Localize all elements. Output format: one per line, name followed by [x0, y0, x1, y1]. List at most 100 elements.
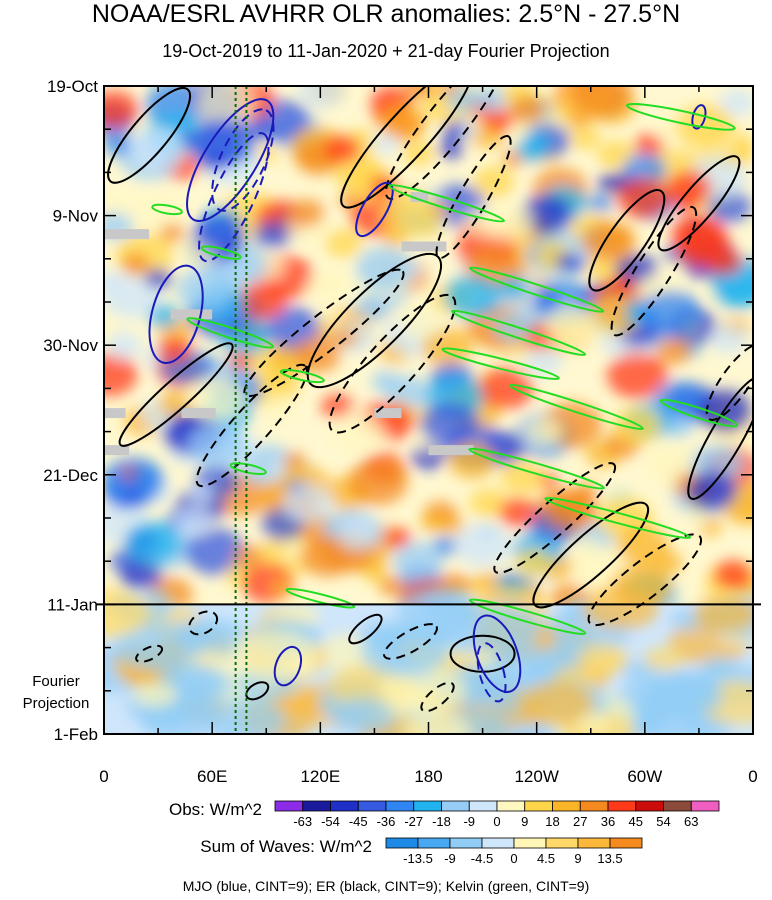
anomaly-cell [298, 86, 345, 109]
anomaly-cell [378, 575, 406, 597]
x-tick-label: 120E [300, 767, 340, 786]
colorbar-label: Sum of Waves: W/m^2 [200, 837, 372, 856]
y-axis: 19-Oct 9-Nov 30-Nov 21-Dec 11-Jan 1-Feb Fourie… [23, 77, 753, 744]
anomaly-cell [233, 544, 266, 570]
colorbar-tick: 4.5 [537, 851, 555, 866]
missing-data-bar [428, 445, 474, 456]
er-contour [610, 205, 698, 337]
anomaly-cell [514, 547, 553, 577]
colorbar-swatch [579, 800, 609, 812]
missing-data-bar [104, 445, 130, 456]
anomaly-cell [289, 199, 325, 227]
kelvin-contour [544, 496, 692, 540]
kelvin-contour [285, 587, 356, 609]
kelvin-contour [469, 266, 605, 313]
er-contour [705, 343, 753, 421]
anomaly-cell [666, 170, 712, 205]
anomaly-cell [500, 459, 545, 494]
colorbar-swatch [441, 800, 470, 812]
anomaly-cell [570, 86, 633, 117]
x-tick-label: 180 [414, 767, 442, 786]
anomaly-cell [237, 281, 288, 320]
colorbar-swatch [545, 837, 579, 849]
colorbar-tick: 36 [601, 814, 615, 829]
x-tick-label: 60E [197, 767, 227, 786]
anomaly-cell [673, 223, 731, 268]
er-contour [435, 135, 512, 260]
colorbar-swatch [524, 800, 553, 812]
anomaly-cell [124, 521, 182, 565]
er-contour [588, 189, 666, 292]
anomaly-cell [446, 86, 481, 113]
anomaly-cell [397, 301, 446, 339]
colorbar-tick: 0 [493, 814, 500, 829]
colorbar-swatch [302, 800, 331, 812]
anomaly-cell [294, 337, 341, 373]
colorbar-tick: -18 [432, 814, 451, 829]
colorbar-swatch [496, 800, 526, 812]
anomaly-cell [612, 275, 634, 293]
kelvin-contour [626, 103, 736, 131]
y-tick-label: 1-Feb [54, 725, 98, 744]
x-axis: 0 60E 120E 180 120W 60W 0 [99, 86, 758, 786]
contour-footnote: MJO (blue, CINT=9); ER (black, CINT=9); … [182, 878, 590, 894]
colorbar-tick: -54 [321, 814, 340, 829]
projection-label: Fourier [32, 673, 80, 690]
y-tick-label: 11-Jan [47, 595, 98, 614]
projection-label: Projection [23, 695, 90, 712]
er-contour [657, 155, 741, 252]
colorbar-swatch [468, 800, 498, 812]
anomaly-cell [372, 133, 400, 154]
colorbar-tick: -45 [349, 814, 368, 829]
er-contour [135, 644, 164, 663]
er-contour [328, 293, 457, 434]
anomaly-cell [444, 274, 502, 319]
x-tick-label: 0 [748, 767, 757, 786]
colorbar-tick: 63 [684, 814, 698, 829]
anomaly-cell [174, 506, 214, 536]
chart-subtitle: 19-Oct-2019 to 11-Jan-2020 + 21-day Four… [162, 41, 610, 61]
anomaly-cell [253, 221, 290, 250]
projection-cell [104, 587, 151, 638]
anomaly-cell [371, 370, 400, 393]
anomaly-cell [282, 483, 334, 524]
colorbar-tick: 45 [629, 814, 643, 829]
projection-cell [645, 669, 717, 711]
anomaly-cell [509, 95, 545, 124]
y-tick-label: 30-Nov [43, 336, 98, 355]
anomaly-cell [686, 471, 737, 510]
kelvin-contour [659, 398, 738, 428]
anomaly-cell [483, 108, 515, 133]
projection-blobs [104, 582, 753, 734]
kelvin-contour [451, 309, 587, 357]
kelvin-contour [388, 184, 505, 223]
projection-cell [133, 682, 178, 708]
anomaly-cell [228, 351, 252, 370]
colorbar-tick: 9 [521, 814, 528, 829]
anomaly-cell [355, 246, 413, 291]
wave-contours [107, 86, 753, 734]
obs-colorbar: Obs: W/m^2 -63 -54 -45 -36 -27 -18 -9 0 9 18 27 36 45… [169, 800, 720, 829]
projection-cell [174, 667, 234, 702]
y-tick-label: 9-Nov [53, 207, 99, 226]
anomaly-cell [640, 290, 703, 339]
x-tick-label: 0 [99, 767, 108, 786]
anomaly-cell [121, 253, 150, 275]
er-contour [687, 375, 753, 500]
anomaly-cell [330, 411, 386, 454]
er-contour [195, 363, 309, 488]
colorbar-tick: 0 [510, 851, 517, 866]
anomaly-cell [104, 134, 132, 157]
anomaly-cell [104, 90, 138, 128]
colorbar-swatch [330, 800, 359, 812]
anomaly-cell [387, 528, 412, 547]
anomaly-cell [622, 153, 667, 187]
projection-cell [693, 595, 753, 633]
anomaly-cell [188, 423, 246, 468]
anomaly-cell [582, 221, 634, 262]
colorbar-label: Obs: W/m^2 [169, 800, 262, 819]
anomaly-cell [469, 488, 508, 518]
anomaly-cell [585, 259, 610, 278]
anomaly-cell [105, 189, 137, 214]
anomaly-cell [188, 484, 215, 505]
